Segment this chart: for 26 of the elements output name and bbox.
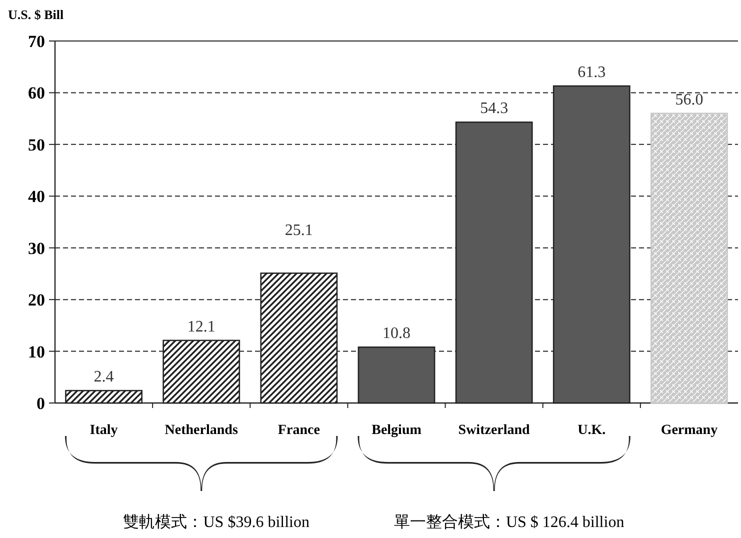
y-tick-label: 30: [28, 238, 45, 258]
y-axis-title: U.S. $ Bill: [8, 7, 64, 22]
y-tick-label: 60: [28, 84, 45, 103]
x-tick-label: France: [278, 423, 320, 438]
y-tick-label: 40: [28, 187, 45, 206]
y-tick-label: 50: [28, 135, 45, 154]
x-tick-label: Netherlands: [164, 423, 238, 438]
y-tick-label: 0: [36, 394, 45, 413]
data-label: 12.1: [187, 318, 216, 336]
x-tick-label: Italy: [90, 423, 118, 438]
text: 雙軌模式：US $39.6 billion: [123, 513, 310, 531]
text: 單一整合模式：US $ 126.4 billion: [394, 513, 624, 531]
y-tick-label: 10: [28, 342, 45, 362]
y-tick-label: 70: [28, 32, 45, 51]
data-label: 61.3: [578, 64, 606, 81]
x-tick-label: Germany: [660, 423, 718, 438]
data-label: 10.8: [382, 325, 410, 342]
data-label: 54.3: [480, 100, 508, 118]
x-tick-label: U.K.: [578, 423, 606, 438]
y-tick-label: 20: [28, 290, 45, 310]
x-tick-label: Belgium: [372, 423, 422, 438]
bar: [650, 112, 728, 404]
data-label: 56.0: [675, 91, 704, 108]
data-label: 2.4: [94, 368, 114, 386]
x-tick-label: Switzerland: [458, 423, 530, 438]
data-label: 25.1: [284, 222, 313, 240]
